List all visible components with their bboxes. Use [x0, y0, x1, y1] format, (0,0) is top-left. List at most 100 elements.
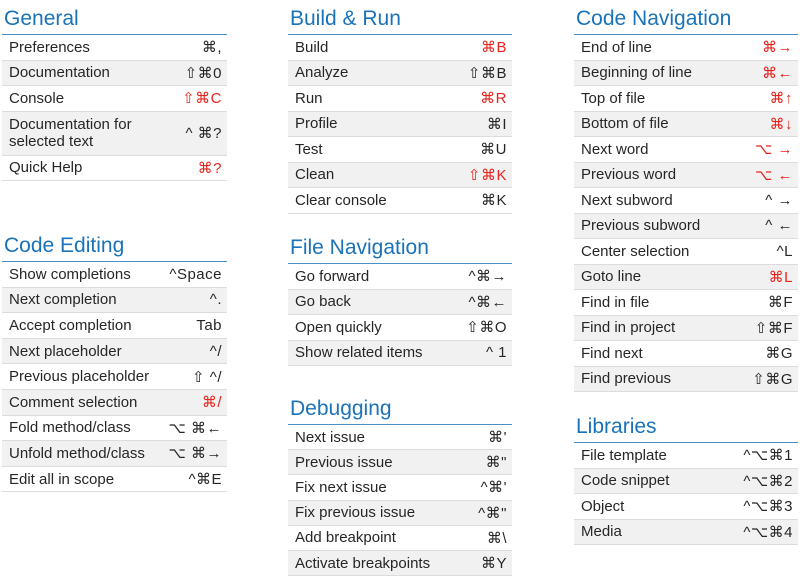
- shortcut-keys: ⌘,: [201, 39, 222, 57]
- shortcut-list-libraries: File template ^⌥⌘1 Code snippet ^⌥⌘2 Object ^…: [574, 443, 798, 545]
- shortcut-row: Goto line ⌘L: [574, 264, 798, 290]
- shortcut-row: Activate breakpoints ⌘Y: [288, 550, 512, 577]
- shortcut-row: Open quickly ⇧⌘O: [288, 315, 512, 341]
- shortcut-label: Top of file: [581, 89, 646, 107]
- shortcut-label: Find previous: [581, 370, 672, 388]
- shortcut-keys: ^⌥⌘4: [743, 523, 793, 541]
- shortcut-keys: ⌘/: [201, 394, 222, 412]
- section-build-run: Build & Run Build ⌘B Analyze ⇧⌘B Run ⌘R Profil…: [288, 6, 512, 214]
- shortcut-label: Fold method/class: [9, 419, 131, 437]
- shortcut-label: Documentation: [9, 64, 110, 82]
- shortcut-keys: ⌘K: [480, 192, 507, 210]
- shortcut-row: Next issue ⌘': [288, 425, 512, 451]
- shortcut-row: Build ⌘B: [288, 35, 512, 61]
- shortcut-row: Previous word ⌥ ←: [574, 162, 798, 188]
- shortcut-label: Next subword: [581, 191, 673, 209]
- shortcut-label: Console: [9, 89, 65, 107]
- shortcut-label: Next issue: [295, 428, 366, 446]
- shortcut-row: Test ⌘U: [288, 137, 512, 163]
- shortcut-keys: ⌘←: [762, 64, 793, 82]
- shortcut-keys: ^/: [209, 342, 222, 360]
- shortcut-row: Clear console ⌘K: [288, 188, 512, 214]
- section-file-navigation: File Navigation Go forward ^⌘→ Go back ^⌘← O…: [288, 235, 512, 366]
- shortcut-row: Find in file ⌘F: [574, 290, 798, 316]
- shortcut-row: Go forward ^⌘→: [288, 264, 512, 290]
- shortcut-row: Beginning of line ⌘←: [574, 60, 798, 86]
- shortcut-label: Unfold method/class: [9, 444, 145, 462]
- shortcut-label: End of line: [581, 38, 652, 56]
- shortcut-label: Find in file: [581, 293, 650, 311]
- shortcut-list-debugging: Next issue ⌘' Previous issue ⌘" Fix next iss…: [288, 425, 512, 577]
- shortcut-label: Build: [295, 38, 329, 56]
- shortcut-keys: ⌘↑: [769, 90, 793, 108]
- shortcut-keys: ^⌘": [478, 504, 507, 522]
- shortcut-label: Fix next issue: [295, 478, 387, 496]
- section-general: General Preferences ⌘, Documentation ⇧⌘0 Con…: [2, 6, 227, 181]
- shortcut-keys: ^.: [209, 291, 222, 309]
- shortcut-row: Bottom of file ⌘↓: [574, 111, 798, 137]
- shortcut-label: Comment selection: [9, 393, 138, 411]
- shortcut-keys: ⇧⌘C: [182, 90, 222, 108]
- shortcut-keys: ⌘L: [768, 268, 793, 286]
- shortcut-label: Bottom of file: [581, 115, 669, 133]
- shortcut-label: Next completion: [9, 291, 117, 309]
- shortcut-label: Previous subword: [581, 217, 701, 235]
- shortcut-keys: ^⌥⌘2: [743, 472, 793, 490]
- shortcut-row: Profile ⌘I: [288, 111, 512, 137]
- shortcut-row: Add breakpoint ⌘\: [288, 526, 512, 551]
- shortcut-row: Edit all in scope ^⌘E: [2, 467, 227, 493]
- section-code-editing: Code Editing Show completions ^Space Next …: [2, 233, 227, 493]
- shortcut-row: Run ⌘R: [288, 86, 512, 112]
- shortcut-label: Accept completion: [9, 316, 132, 334]
- shortcut-row: Media ^⌥⌘4: [574, 519, 798, 545]
- shortcut-keys: ⌘F: [767, 294, 793, 312]
- shortcut-row: Accept completion Tab: [2, 313, 227, 339]
- shortcut-keys: ^L: [776, 242, 793, 260]
- shortcut-row: Quick Help ⌘?: [2, 156, 227, 181]
- shortcut-keys: ⌘G: [765, 345, 793, 363]
- shortcut-row: End of line ⌘→: [574, 35, 798, 61]
- shortcut-keys: ⌘U: [480, 141, 507, 159]
- shortcut-label: Run: [295, 89, 323, 107]
- shortcut-keys: ⌘\: [486, 529, 507, 547]
- shortcut-label: Add breakpoint: [295, 529, 396, 547]
- shortcut-keys: ⇧⌘F: [754, 319, 793, 337]
- shortcut-label: Fix previous issue: [295, 504, 416, 522]
- shortcut-row: Find in project ⇧⌘F: [574, 315, 798, 341]
- section-title-code-editing: Code Editing: [2, 233, 227, 262]
- shortcut-label: Previous issue: [295, 453, 393, 471]
- shortcut-list-file-navigation: Go forward ^⌘→ Go back ^⌘← Open quickly ⇧⌘O Sh…: [288, 264, 512, 366]
- shortcut-label: Next placeholder: [9, 342, 122, 360]
- shortcut-label: Center selection: [581, 242, 690, 260]
- shortcut-keys: ⌥ ⌘→: [168, 445, 222, 463]
- shortcut-label: Clean: [295, 166, 335, 184]
- section-libraries: Libraries File template ^⌥⌘1 Code snippet ^…: [574, 414, 798, 545]
- section-title-debugging: Debugging: [288, 396, 512, 425]
- shortcut-row: Go back ^⌘←: [288, 289, 512, 315]
- shortcut-row: Fold method/class ⌥ ⌘←: [2, 416, 227, 442]
- shortcut-label: Beginning of line: [581, 64, 692, 82]
- shortcut-keys: ^⌘E: [188, 471, 222, 489]
- shortcut-row: File template ^⌥⌘1: [574, 443, 798, 469]
- shortcut-keys: ^⌥⌘3: [743, 498, 793, 516]
- shortcut-row: Object ^⌥⌘3: [574, 494, 798, 520]
- shortcut-label: Preferences: [9, 38, 90, 56]
- section-debugging: Debugging Next issue ⌘' Previous issue ⌘" Fi…: [288, 396, 512, 577]
- shortcut-row: Documentation for selected text ^ ⌘?: [2, 111, 227, 156]
- shortcut-row: Fix next issue ^⌘': [288, 475, 512, 501]
- shortcut-keys: ^⌥⌘1: [743, 447, 793, 465]
- shortcut-label: Goto line: [581, 268, 642, 286]
- shortcut-row: Previous placeholder ⇧ ^/: [2, 364, 227, 390]
- shortcut-label: Object: [581, 497, 625, 515]
- shortcut-keys: ⌘Y: [480, 555, 507, 573]
- shortcut-row: Previous subword ^ ←: [574, 213, 798, 239]
- shortcut-keys: ⇧⌘G: [752, 370, 793, 388]
- shortcut-row: Unfold method/class ⌥ ⌘→: [2, 441, 227, 467]
- section-title-general: General: [2, 6, 227, 35]
- shortcut-keys: ⌥ →: [755, 141, 793, 159]
- shortcut-row: Next subword ^ →: [574, 188, 798, 214]
- shortcut-keys: ⌘B: [480, 39, 507, 57]
- shortcut-row: Center selection ^L: [574, 239, 798, 265]
- shortcut-keys: ^ →: [765, 191, 793, 209]
- shortcut-label: Open quickly: [295, 318, 382, 336]
